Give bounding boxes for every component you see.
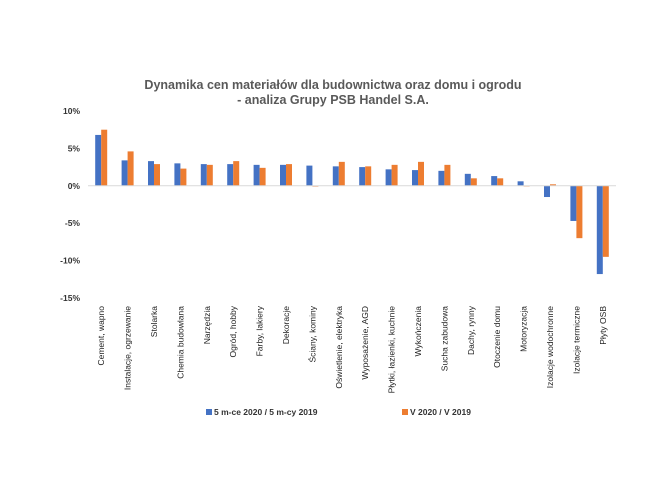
x-tick-label: Motoryzacja [519,306,529,352]
bar-series-1-2 [121,160,128,186]
y-tick-label: -15% [60,293,80,303]
bar-series-2-13 [418,161,424,186]
bar-series-2-10 [338,161,345,186]
x-tick-label: Ściany, kominy [306,305,317,362]
x-tick-label: Dachy, rynny [466,305,476,355]
bar-series-1-17 [517,181,524,186]
bar-series-1-18 [544,185,550,198]
bar-series-2-8 [286,164,292,186]
legend: 5 m-ce 2020 / 5 m-cy 2019 V 2020 / V 201… [206,407,471,417]
bar-series-1-15 [464,173,471,186]
bar-series-2-6 [233,161,240,186]
x-tick-label: Farby, lakiery [255,305,265,356]
bar-series-2-12 [391,164,398,186]
bar-series-1-9 [306,165,313,186]
x-axis-category-labels: Cement, wapno Instalacje, ogrzewanie Stola… [96,305,608,393]
x-tick-label: Ogród, hobby [228,305,238,357]
bar-series-1-14 [438,170,445,186]
legend-swatch-series-1 [206,409,212,415]
y-tick-label: -5% [65,218,81,228]
y-tick-label: 5% [68,143,81,153]
x-tick-label: Wykończenia [413,306,423,357]
bar-series-1-10 [332,166,339,186]
x-tick-label: Otoczenie domu [492,306,502,368]
x-tick-label: Izolacje termiczne [571,306,581,374]
y-tick-label: 10% [63,106,80,116]
bar-series-1-19 [570,185,577,221]
x-tick-label: Chemia budowlana [175,306,185,379]
bar-series-2-1 [101,129,108,186]
chart-title-line-1: Dynamika cen materiałów dla budownictwa … [144,78,521,92]
y-tick-label: -10% [60,256,80,266]
legend-label-series-1: 5 m-ce 2020 / 5 m-cy 2019 [214,407,318,417]
x-tick-label: Dekoracje [281,306,291,345]
bar-series-1-6 [227,164,234,186]
x-tick-label: Izolacje wodochronne [545,306,555,388]
bar-series-2-2 [127,151,134,186]
bar-series-1-5 [200,164,207,186]
bar-series-2-16 [497,178,504,186]
chart-title-line-2: - analiza Grupy PSB Handel S.A. [237,93,429,107]
bar-series-2-20 [602,185,609,257]
bar-series-1-1 [95,134,102,186]
bar-series-1-12 [385,169,392,186]
y-axis-tick-labels: 10% 5% 0% -5% -10% -15% [60,106,80,303]
bar-series-2-11 [365,166,372,186]
bar-series-group [95,129,609,275]
y-tick-label: 0% [68,181,81,191]
bar-series-1-8 [280,164,286,186]
x-tick-label: Płytki, łazienki, kuchnie [387,306,397,394]
x-tick-label: Instalacje, ogrzewanie [123,306,133,390]
bar-series-2-14 [444,164,451,186]
bar-series-1-11 [359,167,366,186]
x-tick-label: Oświetlenie, elektryka [334,306,344,389]
bar-series-1-20 [596,185,603,275]
x-tick-label: Płyty OSB [598,306,608,345]
bar-series-2-3 [154,164,160,186]
bar-series-2-4 [180,168,187,186]
bar-series-2-19 [576,185,583,239]
bar-series-2-5 [206,164,213,186]
x-tick-label: Stolarka [149,306,159,337]
bar-series-1-7 [253,164,260,186]
bar-series-1-16 [491,176,498,186]
legend-swatch-series-2 [402,409,408,415]
bar-series-2-18 [550,184,556,186]
bar-series-2-15 [470,178,477,186]
bar-series-1-4 [174,163,181,186]
legend-label-series-2: V 2020 / V 2019 [410,407,471,417]
x-tick-label: Sucha zabudowa [439,306,449,371]
x-tick-label: Cement, wapno [96,306,106,366]
bar-series-1-13 [412,170,418,186]
x-tick-label: Wyposażenie, AGD [360,306,370,380]
bar-series-1-3 [148,161,154,186]
x-tick-label: Narzędzia [202,306,212,345]
bar-series-2-7 [259,167,266,186]
